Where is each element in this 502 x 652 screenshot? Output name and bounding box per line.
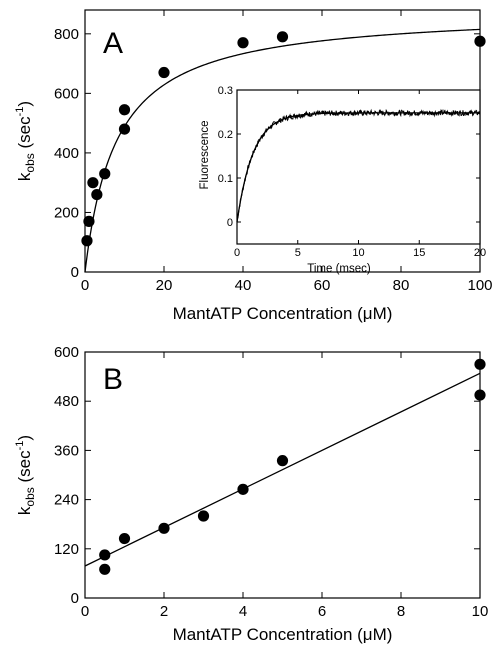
- a-x-tick-label: 80: [393, 277, 410, 294]
- a-data-point: [474, 35, 486, 47]
- b-x-tick-label: 10: [472, 603, 489, 620]
- i-y-tick-label: 0.2: [218, 129, 233, 141]
- panel-b-letter: B: [103, 363, 123, 396]
- b-x-tick-label: 4: [239, 603, 247, 620]
- b-x-tick-label: 6: [318, 603, 326, 620]
- a-y-tick-label: 400: [54, 145, 79, 162]
- inset-y-axis-title: Fluorescence: [199, 120, 211, 189]
- b-x-tick-label: 8: [397, 603, 405, 620]
- b-y-tick-label: 480: [54, 393, 79, 410]
- b-data-point: [276, 455, 289, 467]
- b-y-tick-label: 600: [54, 344, 79, 361]
- inset-fit-curve: [236, 112, 480, 223]
- i-y-tick-label: 0.1: [218, 173, 233, 185]
- b-y-tick-label: 0: [71, 590, 79, 607]
- a-x-tick-label: 60: [314, 277, 331, 294]
- a-x-tick-label: 20: [156, 277, 173, 294]
- panel-b-fit-line: [84, 372, 481, 567]
- a-data-point: [158, 66, 170, 79]
- a-data-point: [118, 104, 131, 116]
- a-data-point: [81, 235, 93, 247]
- b-y-tick-label: 240: [54, 492, 79, 509]
- a-data-point: [237, 37, 249, 49]
- a-data-point: [99, 168, 111, 180]
- inset-ticks: [236, 89, 481, 244]
- panel-a-ticks: [84, 10, 481, 273]
- b-data-point: [197, 510, 210, 522]
- i-y-tick-label: 0.3: [218, 85, 233, 97]
- b-data-point: [474, 358, 486, 370]
- panel-a-letter: A: [103, 27, 123, 60]
- panel-b-y-axis-title: kobs (sec-1): [14, 435, 37, 515]
- a-y-tick-label: 0: [71, 264, 79, 281]
- a-data-point: [276, 31, 289, 43]
- b-y-tick-label: 120: [54, 541, 79, 558]
- panel-b: B 0 2 4 6 8 10 0 120 240 360 480 600 MantATP Concen…: [14, 344, 488, 644]
- a-data-point: [87, 177, 99, 189]
- panel-b-ticks: [84, 351, 481, 599]
- b-data-point: [99, 549, 111, 561]
- a-y-tick-label: 200: [54, 204, 79, 221]
- panel-b-points: [99, 358, 486, 575]
- i-y-tick-label: 0: [227, 217, 233, 229]
- a-x-tick-label: 40: [235, 277, 252, 294]
- i-x-tick-label: 5: [295, 247, 301, 259]
- panel-a-points: [81, 31, 486, 247]
- panel-b-tick-labels: 0 2 4 6 8 10 0 120 240 360 480 600: [54, 344, 488, 620]
- i-x-tick-label: 10: [352, 247, 364, 259]
- b-data-point: [237, 483, 249, 495]
- a-data-point: [118, 123, 131, 135]
- a-x-tick-label: 0: [81, 277, 89, 294]
- i-x-tick-label: 20: [474, 247, 486, 259]
- panel-b-frame: [84, 351, 481, 599]
- b-data-point: [158, 522, 170, 534]
- panel-a-fit-curve: [84, 28, 481, 273]
- panel-a-x-axis-title: MantATP Concentration (μM): [173, 304, 393, 323]
- inset-tick-labels: 0 5 10 15 20 0 0.1 0.2 0.3: [218, 85, 486, 259]
- inset-chart: 0 5 10 15 20 0 0.1 0.2 0.3 Time (msec) Fluoresce…: [199, 85, 486, 275]
- panel-a-y-axis-title: kobs (sec-1): [14, 101, 37, 181]
- inset-x-axis-title: Time (msec): [307, 263, 371, 275]
- a-y-tick-label: 600: [54, 85, 79, 102]
- b-data-point: [474, 389, 486, 401]
- b-x-tick-label: 0: [81, 603, 89, 620]
- b-data-point: [99, 563, 111, 575]
- b-data-point: [118, 532, 131, 545]
- i-x-tick-label: 15: [413, 247, 425, 259]
- b-x-tick-label: 2: [160, 603, 168, 620]
- a-y-tick-label: 800: [54, 26, 79, 43]
- a-x-tick-label: 100: [467, 277, 492, 294]
- a-data-point: [83, 215, 95, 227]
- i-x-tick-label: 0: [234, 247, 240, 259]
- b-y-tick-label: 360: [54, 442, 79, 459]
- a-data-point: [91, 188, 103, 201]
- panel-b-x-axis-title: MantATP Concentration (μM): [173, 625, 393, 644]
